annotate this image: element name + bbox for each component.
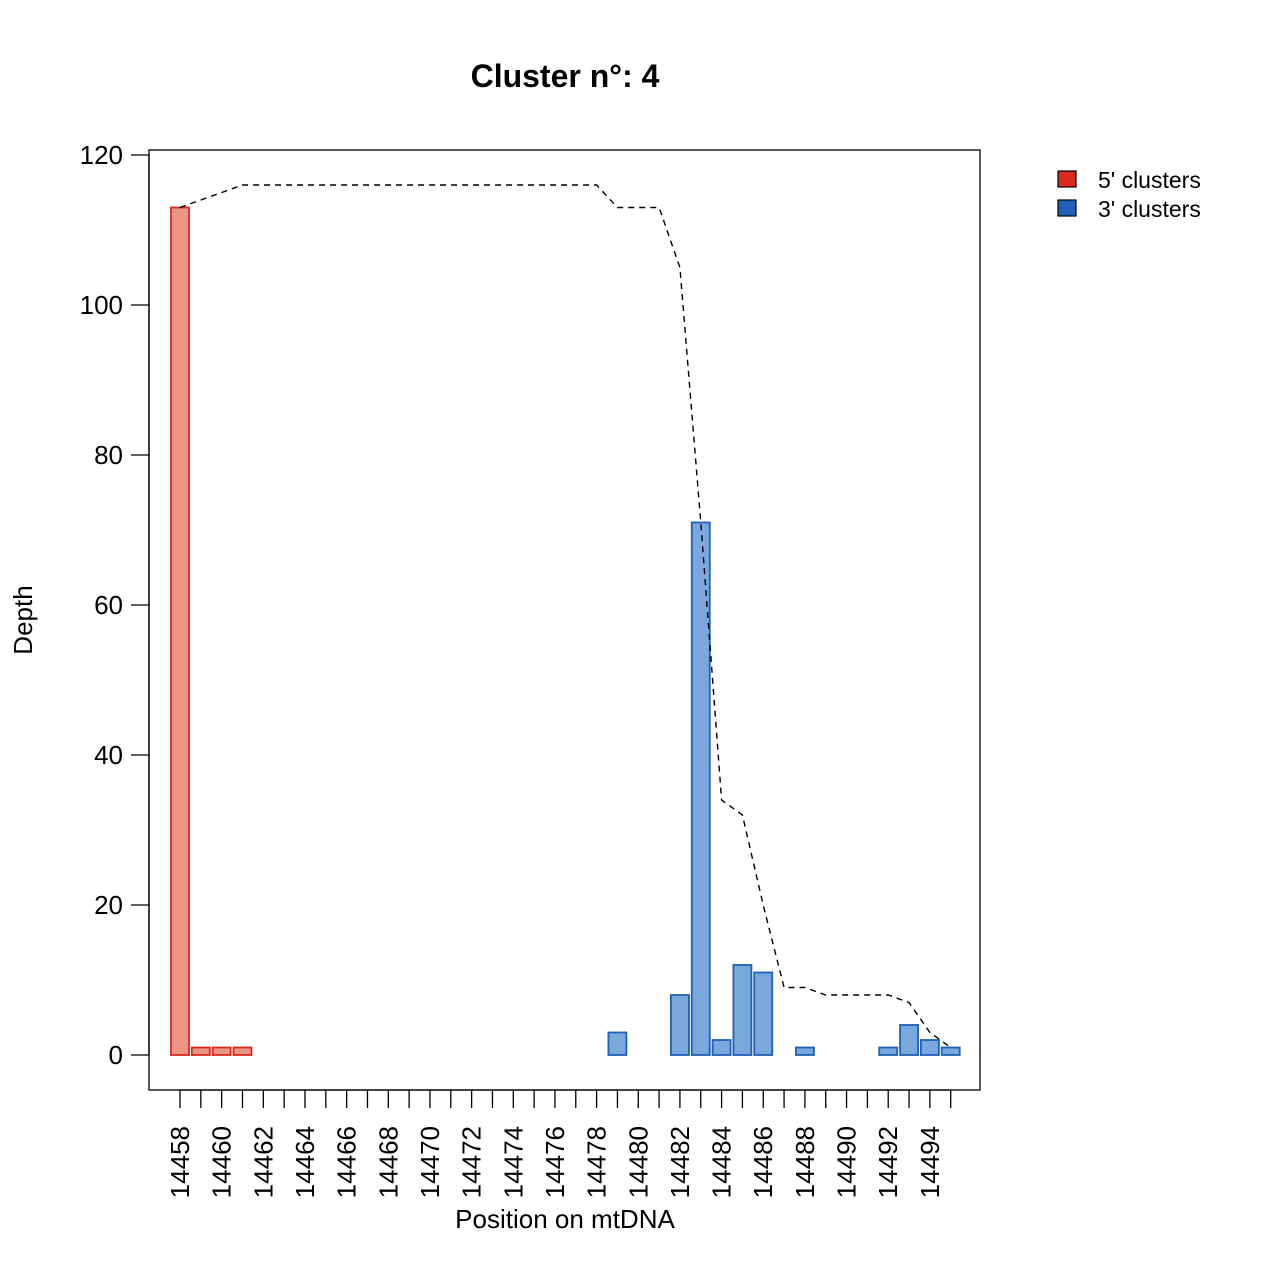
- x-tick-label-14460: 14460: [207, 1126, 237, 1198]
- x-axis-label: Position on mtDNA: [455, 1204, 675, 1234]
- coverage-line: [179, 184, 952, 1049]
- y-axis-label: Depth: [8, 585, 38, 654]
- bar-three-prime-14482: [670, 994, 690, 1056]
- x-tick-label-14490: 14490: [832, 1126, 862, 1198]
- x-tick-label-14476: 14476: [540, 1126, 570, 1198]
- y-tick-label-40: 40: [94, 740, 123, 770]
- plot-frame: [148, 149, 981, 1091]
- x-tick-label-14470: 14470: [415, 1126, 445, 1198]
- bar-three-prime-14492: [878, 1046, 899, 1056]
- bar-five-prime-14461: [232, 1046, 253, 1056]
- bar-five-prime-14458: [170, 206, 190, 1056]
- x-tick-label-14472: 14472: [457, 1126, 487, 1198]
- bar-three-prime-14486: [753, 971, 774, 1056]
- bar-five-prime-14460: [211, 1046, 232, 1056]
- bar-three-prime-14493: [899, 1024, 919, 1056]
- legend-swatch-five-prime: [1057, 170, 1077, 188]
- x-tick-label-14464: 14464: [290, 1126, 320, 1198]
- x-tick-label-14488: 14488: [790, 1126, 820, 1198]
- x-tick-label-14482: 14482: [665, 1126, 695, 1198]
- y-tick-label-0: 0: [109, 1040, 123, 1070]
- x-tick-label-14492: 14492: [873, 1126, 903, 1198]
- y-axis: 0 20 40 60 80 100 120: [80, 140, 150, 1070]
- chart-title: Cluster n°: 4: [471, 58, 660, 94]
- legend-swatch-three-prime: [1057, 199, 1077, 217]
- x-tick-label-14474: 14474: [498, 1126, 528, 1198]
- x-tick-label-14494: 14494: [915, 1126, 945, 1198]
- y-tick-label-60: 60: [94, 590, 123, 620]
- bar-three-prime-14495: [940, 1046, 961, 1056]
- bar-three-prime-14494: [919, 1039, 940, 1056]
- bar-three-prime-14479: [607, 1031, 628, 1056]
- legend-label-five-prime: 5' clusters: [1098, 167, 1201, 193]
- x-axis: 14458 14460 14462 14464 14466 14468 14470 14472…: [165, 1089, 952, 1198]
- x-tick-label-14484: 14484: [707, 1126, 737, 1198]
- y-tick-label-80: 80: [94, 440, 123, 470]
- legend: 5' clusters 3' clusters: [1057, 167, 1201, 222]
- x-tick-label-14478: 14478: [582, 1126, 612, 1198]
- x-tick-label-14468: 14468: [373, 1126, 403, 1198]
- bars-group: [170, 206, 961, 1056]
- legend-label-three-prime: 3' clusters: [1098, 196, 1201, 222]
- x-tick-label-14458: 14458: [165, 1126, 195, 1198]
- bar-three-prime-14484: [711, 1039, 732, 1056]
- bar-five-prime-14459: [190, 1046, 211, 1056]
- x-tick-label-14462: 14462: [248, 1126, 278, 1198]
- y-tick-label-20: 20: [94, 890, 123, 920]
- x-tick-label-14466: 14466: [332, 1126, 362, 1198]
- y-tick-label-100: 100: [80, 290, 123, 320]
- y-tick-label-120: 120: [80, 140, 123, 170]
- bar-three-prime-14483: [690, 521, 711, 1056]
- x-tick-label-14486: 14486: [748, 1126, 778, 1198]
- bar-three-prime-14485: [732, 964, 753, 1056]
- bar-three-prime-14488: [795, 1046, 815, 1056]
- x-tick-label-14480: 14480: [623, 1126, 653, 1198]
